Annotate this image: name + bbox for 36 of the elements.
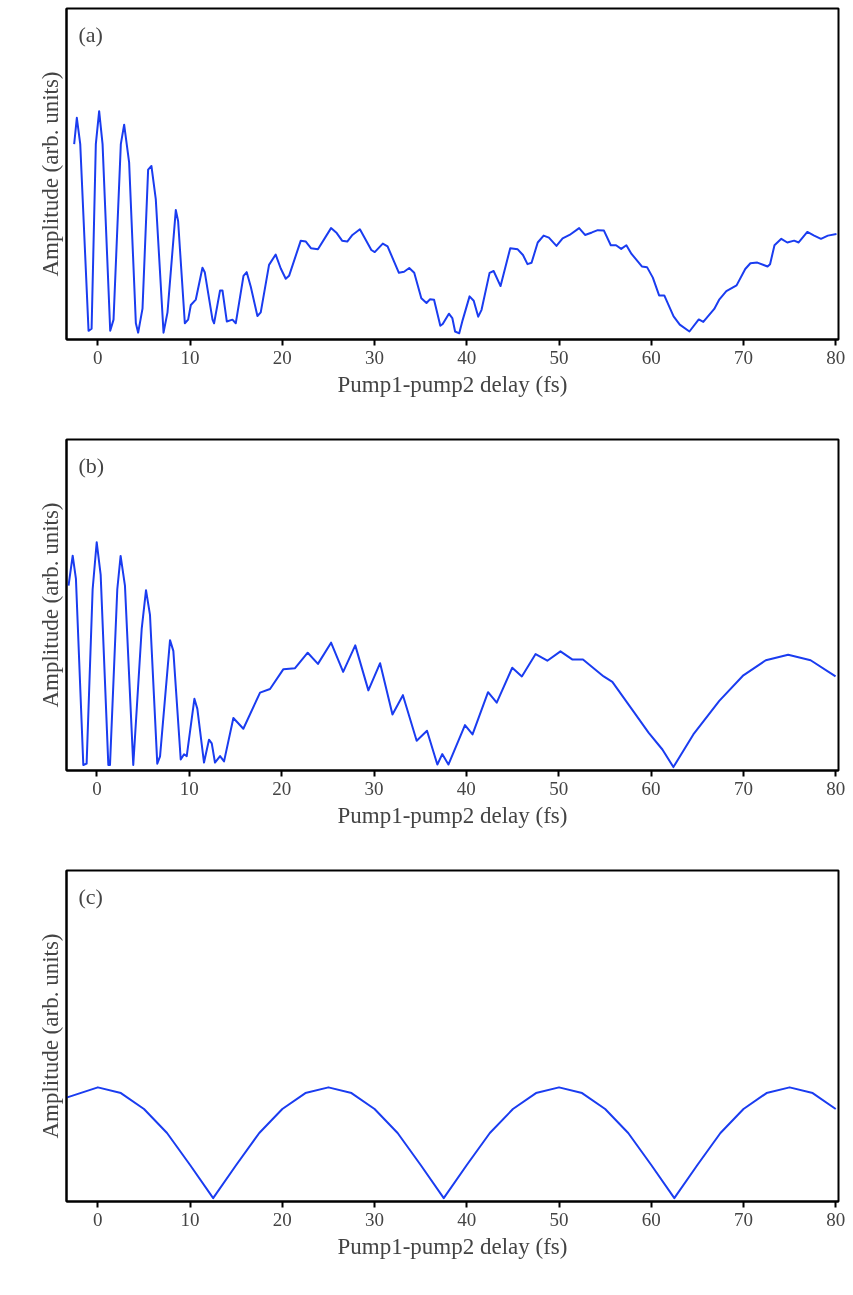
y-axis-title: Amplitude (arb. units) bbox=[37, 933, 63, 1139]
x-tick-label: 50 bbox=[549, 777, 569, 799]
x-tick-label: 30 bbox=[365, 1208, 385, 1230]
x-tick-label: 20 bbox=[272, 1208, 292, 1230]
x-tick-label: 30 bbox=[364, 777, 384, 799]
x-tick-label: 70 bbox=[734, 1208, 753, 1230]
x-tick-label: 60 bbox=[641, 346, 661, 368]
x-tick-label: 50 bbox=[549, 346, 569, 368]
x-tick-label: 80 bbox=[826, 346, 846, 368]
x-tick-label: 70 bbox=[734, 346, 753, 368]
x-tick-label: 80 bbox=[826, 1208, 846, 1230]
text: (a) bbox=[78, 22, 103, 47]
x-tick-label: 40 bbox=[457, 346, 477, 368]
x-tick-label: 20 bbox=[272, 346, 292, 368]
x-tick-label: 0 bbox=[93, 346, 103, 368]
x-tick-label: 20 bbox=[272, 777, 292, 799]
x-tick-label: 40 bbox=[457, 1208, 477, 1230]
x-tick-label: 80 bbox=[826, 777, 846, 799]
x-tick-label: 60 bbox=[641, 1208, 661, 1230]
x-tick-label: 30 bbox=[365, 346, 385, 368]
x-axis-title: Pump1-pump2 delay (fs) bbox=[337, 371, 568, 397]
x-tick-label: 60 bbox=[641, 777, 661, 799]
x-axis-title: Pump1-pump2 delay (fs) bbox=[337, 802, 568, 828]
x-tick-label: 10 bbox=[180, 1208, 200, 1230]
y-axis-title: Amplitude (arb. units) bbox=[37, 71, 63, 277]
x-axis-title: Pump1-pump2 delay (fs) bbox=[337, 1233, 568, 1259]
text: (c) bbox=[78, 884, 103, 909]
x-tick-label: 0 bbox=[93, 1208, 103, 1230]
y-axis-title: Amplitude (arb. units) bbox=[37, 502, 63, 708]
x-tick-label: 10 bbox=[179, 777, 199, 799]
x-tick-label: 50 bbox=[549, 1208, 569, 1230]
x-tick-label: 40 bbox=[456, 777, 476, 799]
x-tick-label: 10 bbox=[180, 346, 200, 368]
text: (b) bbox=[78, 453, 105, 478]
x-tick-label: 70 bbox=[733, 777, 753, 799]
x-tick-label: 0 bbox=[92, 777, 102, 799]
